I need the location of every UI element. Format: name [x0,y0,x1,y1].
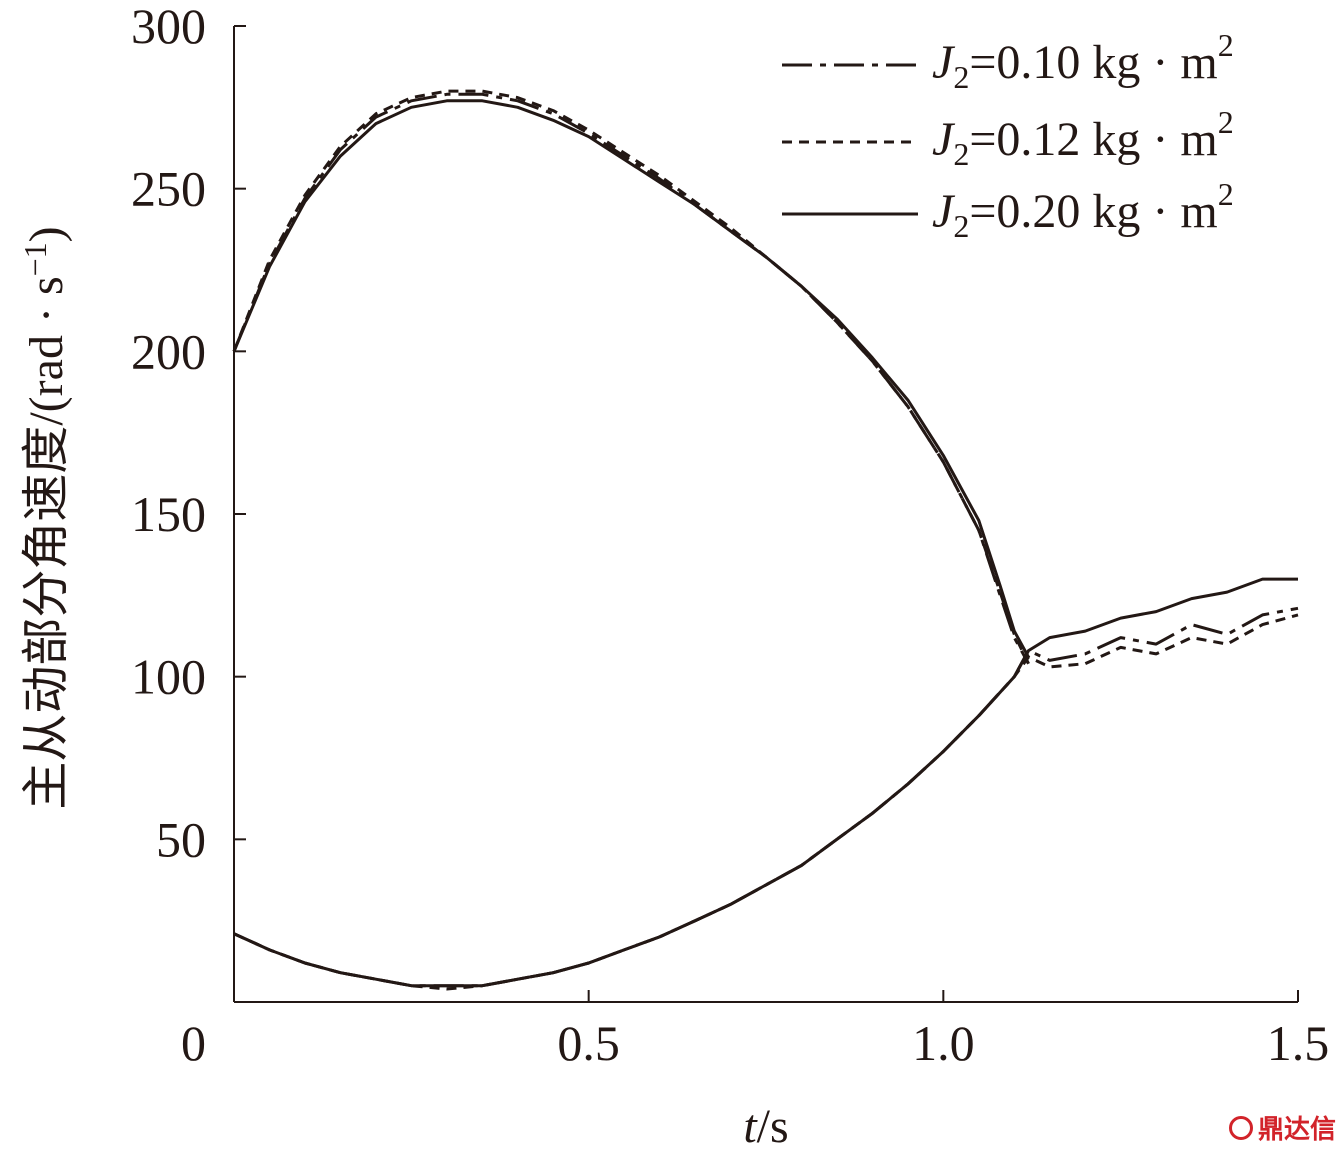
series-line-driven-1 [233,613,1299,991]
series-line-driving-0 [232,92,1030,665]
legend-label-j020: J2=0.20 kg · m2 [932,176,1234,244]
y-tick-label: 100 [131,649,206,705]
y-tick-label: 250 [131,161,206,217]
legend-label-j010: J2=0.10 kg · m2 [932,27,1234,95]
y-axis-title-close: ) [20,226,73,242]
tick-labels: 50 100 150 200 250 300 0 0.5 1.0 1.5 [131,0,1329,1071]
legend: J2=0.10 kg · m2 J2=0.12 kg · m2 J2=0.20 … [782,27,1234,244]
y-tick-label: 300 [131,0,206,54]
x-axis-variable: t [743,1100,758,1153]
y-axis-title-exponent: −1 [17,242,53,276]
watermark-text: 鼎达信 [1257,1115,1336,1145]
y-tick-label: 150 [131,486,206,542]
series-line-driving-1 [232,89,1030,665]
x-axis-unit: /s [757,1100,789,1153]
series-line-driven-2 [233,577,1298,988]
x-tick-label: 0 [181,1015,206,1071]
x-tick-label: 1.5 [1267,1015,1330,1071]
legend-item-j010: J2=0.10 kg · m2 [782,27,1234,95]
logo-icon [1228,1115,1253,1140]
x-tick-label: 0.5 [557,1015,620,1071]
legend-item-j012: J2=0.12 kg · m2 [782,104,1234,172]
legend-item-j020: J2=0.20 kg · m2 [782,176,1234,244]
series-line-driven-0 [233,606,1299,988]
y-tick-label: 200 [131,323,206,379]
watermark-logo: 鼎达信 [1228,1109,1336,1146]
legend-label-j012: J2=0.12 kg · m2 [932,104,1234,172]
y-axis-title: 主从动部分角速度/(rad · s−1) [17,226,73,809]
series-line-driving-2 [232,99,1030,658]
y-axis-title-text: 主从动部分角速度/(rad · s [20,276,73,809]
plot-area [232,89,1299,991]
y-tick-label: 50 [156,811,206,867]
axes [233,25,1299,1003]
x-tick-label: 1.0 [912,1015,975,1071]
x-axis-title: t/s [743,1100,788,1153]
